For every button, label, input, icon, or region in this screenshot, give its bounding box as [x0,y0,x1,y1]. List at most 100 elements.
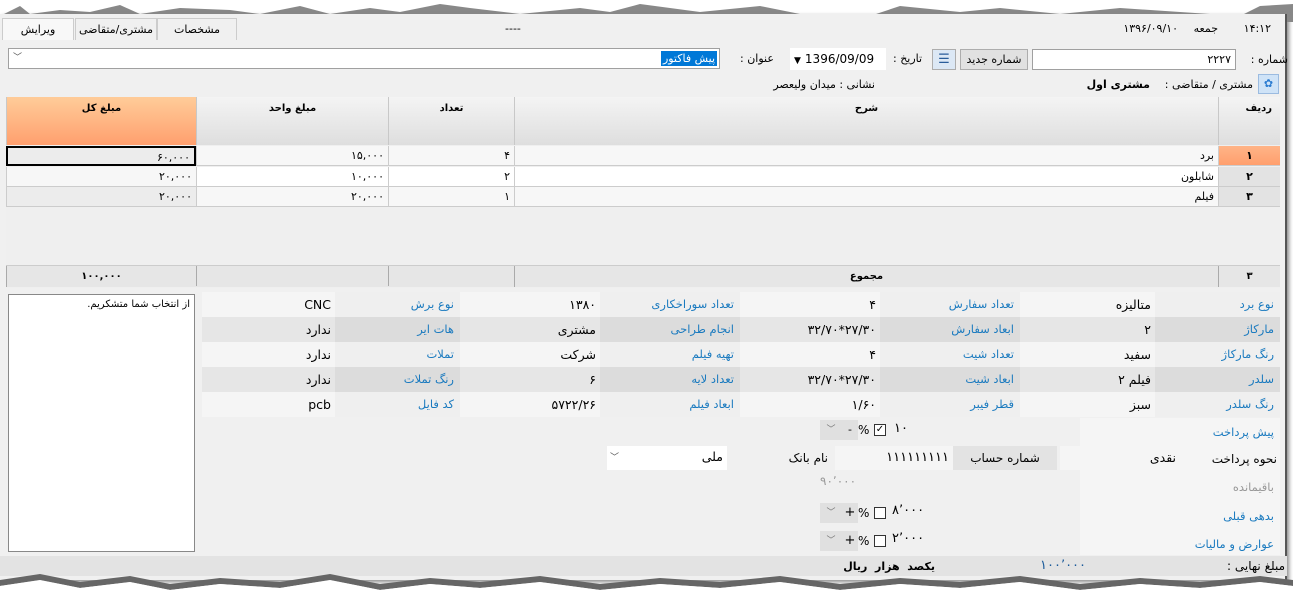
property-label: انجام طراحی [600,317,740,342]
status-time: ۱۴:۱۲ [1243,22,1271,35]
account-number-input[interactable]: ۱۱۱۱۱۱۱۱۱ [835,446,953,470]
cell-description[interactable]: برد [514,146,1218,166]
final-amount-words: یکصد هزار ریال [843,560,935,573]
customer-label: مشتری / متقاضی : [1164,78,1253,91]
column-header-total[interactable]: مبلغ کل [6,97,196,145]
properties-panel: نوع برد متالیزه تعداد سفارش ۴ تعداد سوراخکار… [202,292,1280,417]
property-value[interactable]: فیلم ۲ [1020,367,1155,392]
prepay-label: پیش پرداخت [1212,425,1274,439]
torn-edge-bottom [0,574,1293,606]
prepay-value[interactable]: ۱۰ [894,421,908,436]
previous-debt-value[interactable]: ۸٬۰۰۰ [892,503,925,518]
property-value[interactable]: ۵۷۲۲/۲۶ [460,392,600,417]
cell-description[interactable]: فیلم [514,187,1218,207]
table-row[interactable]: ۲۰,۰۰۰ ۲۰,۰۰۰ ۱ فیلم ۳ [6,187,1280,207]
property-value[interactable]: سبز [1020,392,1155,417]
cell-description[interactable]: شابلون [514,167,1218,187]
remaining-value: ۹۰٬۰۰۰ [820,474,857,488]
property-label: رنگ سلدر [1155,392,1280,417]
prepay-sign: - [842,420,858,440]
cell-row[interactable]: ۲ [1218,167,1280,187]
table-row[interactable]: ۲۰,۰۰۰ ۱۰,۰۰۰ ۲ شابلون ۲ [6,167,1280,187]
property-label: ابعاد فیلم [600,392,740,417]
check-icon: ✓ [874,424,886,436]
final-amount-bar [0,556,1287,576]
property-value[interactable]: ۲ [1020,317,1155,342]
tax-value[interactable]: ۲٬۰۰۰ [892,531,925,546]
cell-unit-price[interactable]: ۲۰,۰۰۰ [196,187,388,207]
date-picker[interactable]: ▼ 1396/09/09 [790,48,886,70]
previous-debt-label: بدهی قبلی [1223,509,1274,523]
previous-debt-dropdown[interactable]: ﹀ [820,503,842,523]
property-label: سلدر [1155,367,1280,392]
date-label: تاریخ : [893,52,923,65]
tax-sign: + [842,531,858,551]
cell-total[interactable]: ۶۰,۰۰۰ [6,146,196,166]
previous-debt-percent-symbol: % [858,506,870,520]
column-header-unit-price[interactable]: مبلغ واحد [196,97,388,145]
property-label: هات ایر [335,317,460,342]
tab-customer[interactable]: مشتری/متقاضی [75,18,157,40]
property-value[interactable]: مشتری [460,317,600,342]
bank-name-select[interactable]: ﹀ ملی [607,446,727,470]
tab-edit[interactable]: ویرایش [2,18,74,40]
property-value[interactable]: ندارد [202,317,335,342]
prepay-percent-checkbox[interactable]: ✓ [874,423,886,436]
cell-unit-price[interactable]: ۱۰,۰۰۰ [196,167,388,187]
property-value[interactable]: ۴ [740,342,880,367]
payment-method-value[interactable]: نقدی [1060,446,1180,470]
column-header-quantity[interactable]: تعداد [388,97,514,145]
property-value[interactable]: pcb [202,392,335,417]
property-label: مارکاژ [1155,317,1280,342]
cell-row[interactable]: ۱ [1218,146,1280,166]
property-value[interactable]: ۲۷/۳۰*۳۲/۷۰ [740,367,880,392]
property-label: رنگ تملات [335,367,460,392]
property-value[interactable]: ندارد [202,342,335,367]
property-value[interactable]: ۴ [740,292,880,317]
cell-quantity[interactable]: ۴ [388,146,514,166]
property-value[interactable]: سفید [1020,342,1155,367]
invoice-items-grid: مبلغ کل مبلغ واحد تعداد شرح ردیف ۶۰,۰۰۰ … [6,97,1280,288]
calendar-settings-button[interactable]: ☰ [932,49,956,70]
property-label: کد فایل [335,392,460,417]
cell-unit-price[interactable]: ۱۵,۰۰۰ [196,146,388,166]
cell-total[interactable]: ۲۰,۰۰۰ [6,187,196,207]
property-value[interactable]: متالیزه [1020,292,1155,317]
table-row[interactable]: ۶۰,۰۰۰ ۱۵,۰۰۰ ۴ برد ۱ [6,146,1280,166]
property-label: قطر فیبر [880,392,1020,417]
property-label: تعداد لایه [600,367,740,392]
property-label: نوع برد [1155,292,1280,317]
property-value[interactable]: CNC [202,292,335,317]
number-input[interactable]: ۲۲۲۷ [1032,49,1236,70]
property-value[interactable]: شرکت [460,342,600,367]
property-value[interactable]: ۶ [460,367,600,392]
memo-textarea[interactable]: از انتخاب شما متشکریم. [8,294,195,552]
number-label: شماره : [1250,53,1288,66]
property-label: ابعاد شیت [880,367,1020,392]
property-value[interactable]: ندارد [202,367,335,392]
cell-total[interactable]: ۲۰,۰۰۰ [6,167,196,187]
property-value[interactable]: ۱/۶۰ [740,392,880,417]
column-header-description[interactable]: شرح [514,97,1218,145]
column-header-row[interactable]: ردیف [1218,97,1280,145]
title-combobox[interactable]: ﹀ پیش فاکتور [8,48,720,69]
property-label: ابعاد سفارش [880,317,1020,342]
previous-debt-percent-checkbox[interactable] [874,506,886,519]
tax-dropdown[interactable]: ﹀ [820,531,842,551]
property-value[interactable]: ۲۷/۳۰*۳۲/۷۰ [740,317,880,342]
payment-labels-column [1080,418,1280,555]
cell-quantity[interactable]: ۲ [388,167,514,187]
account-number-label: شماره حساب [953,446,1057,470]
new-number-button[interactable]: شماره جدید [960,49,1028,70]
tab-specs[interactable]: مشخصات [157,18,237,40]
property-value[interactable]: ۱۳۸۰ [460,292,600,317]
customer-lookup-button[interactable]: ✿ [1258,74,1279,94]
property-label: رنگ مارکاژ [1155,342,1280,367]
cell-row[interactable]: ۳ [1218,187,1280,207]
prepay-dropdown[interactable]: ﹀ [820,420,842,440]
tax-percent-checkbox[interactable] [874,534,886,547]
chevron-down-icon: ﹀ [826,536,836,546]
cell-quantity[interactable]: ۱ [388,187,514,207]
property-label: تملات [335,342,460,367]
title-label: عنوان : [740,52,774,65]
